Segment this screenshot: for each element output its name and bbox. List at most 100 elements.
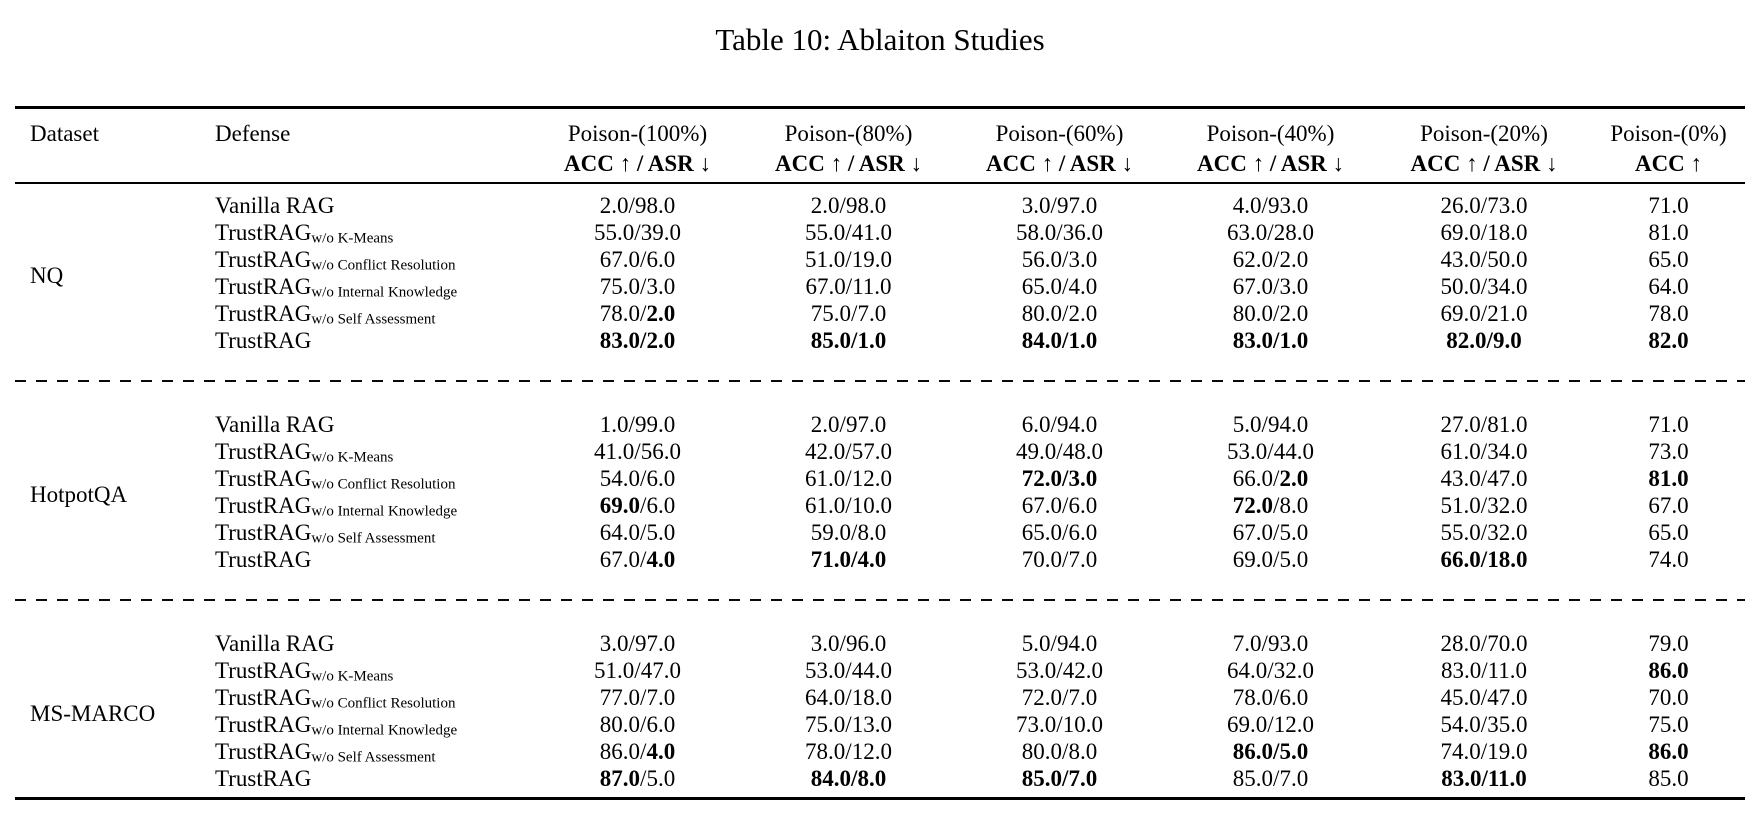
acc-value: 65.0 [1648, 246, 1689, 272]
asr-value: 6.0 [646, 465, 676, 491]
acc-value: 51.0 [1440, 492, 1481, 518]
acc-value: 26.0 [1440, 192, 1481, 218]
slash: / [640, 519, 647, 545]
asr-value: 4.0 [646, 738, 676, 764]
col-header-dataset-label: Dataset [30, 121, 99, 146]
metric-cell: 69.0/18.0 [1376, 219, 1592, 246]
acc-value: 64.0 [805, 684, 846, 710]
slash: / [839, 411, 846, 437]
asr-value: 6.0 [1279, 684, 1309, 710]
asr-value: 5.0 [1279, 546, 1309, 572]
defense-variant-subscript: w/o K-Means [311, 230, 394, 247]
metric-cell: 85.0/1.0 [743, 327, 954, 359]
acc-value: 67.0 [599, 546, 641, 572]
asr-value: 5.0 [646, 519, 676, 545]
acc-value: 80.0 [1021, 300, 1063, 326]
metric-cell: 75.0/7.0 [743, 300, 954, 327]
asr-value: 99.0 [634, 411, 676, 437]
metric-cell: 67.0/3.0 [1165, 273, 1376, 300]
acc-value: 4.0 [1232, 192, 1262, 218]
slash: / [1056, 657, 1063, 683]
defense-variant-subscript: w/o Internal Knowledge [311, 284, 458, 301]
asr-value: 7.0 [646, 684, 676, 710]
acc-value: 61.0 [805, 492, 846, 518]
metric-cell: 75.0/3.0 [532, 273, 743, 300]
acc-value: 62.0 [1232, 246, 1274, 272]
metric-legend: ACC ↑ / ASR ↓ [564, 151, 711, 176]
slash: / [1261, 411, 1268, 437]
metric-cell: 78.0/6.0 [1165, 684, 1376, 711]
defense-variant-subscript: w/o Self Assessment [311, 311, 436, 328]
asr-value: 21.0 [1487, 300, 1528, 326]
acc-value: 7.0 [1232, 630, 1262, 656]
poison-rate-label: Poison-(0%) [1610, 121, 1727, 146]
separator-cell [15, 359, 1745, 403]
col-header-poison-40: Poison-(40%) ACC ↑ / ASR ↓ [1165, 108, 1376, 183]
slash: / [1480, 492, 1488, 518]
asr-value: 3.0 [646, 273, 676, 299]
dataset-label: NQ [30, 262, 64, 288]
slash: / [1480, 273, 1488, 299]
metric-cell: 41.0/56.0 [532, 438, 743, 465]
slash: / [845, 492, 852, 518]
slash: / [839, 630, 846, 656]
slash: / [1273, 738, 1280, 764]
slash: / [640, 327, 647, 353]
asr-value: 2.0 [1279, 246, 1309, 272]
asr-value: 34.0 [1487, 273, 1528, 299]
acc-value: 86.0 [1648, 738, 1689, 764]
slash: / [1480, 192, 1488, 218]
metric-cell: 65.0 [1592, 246, 1745, 273]
slash: / [640, 684, 647, 710]
metric-cell: 69.0/21.0 [1376, 300, 1592, 327]
slash: / [1273, 273, 1280, 299]
metric-cell: 83.0/11.0 [1376, 765, 1592, 799]
acc-value: 45.0 [1440, 684, 1481, 710]
table-row: TrustRAG 67.0/4.0 71.0/4.0 70.0/7.0 69.0/5.0… [15, 546, 1745, 578]
acc-value: 74.0 [1440, 738, 1481, 764]
metric-cell: 2.0/97.0 [743, 403, 954, 438]
asr-value: 44.0 [851, 657, 892, 683]
table-row: MS-MARCO Vanilla RAG 3.0/97.0 3.0/96.0 5.0/9… [15, 622, 1745, 726]
metric-cell: 45.0/47.0 [1376, 684, 1592, 711]
acc-value: 78.0 [805, 738, 846, 764]
acc-value: 54.0 [599, 465, 641, 491]
acc-value: 80.0 [1232, 300, 1274, 326]
asr-value: 2.0 [1068, 300, 1098, 326]
acc-value: 65.0 [1648, 519, 1689, 545]
slash: / [628, 192, 635, 218]
metric-cell: 43.0/47.0 [1376, 465, 1592, 492]
metric-cell: 69.0/5.0 [1165, 546, 1376, 578]
metric-cell: 69.0/6.0 [532, 492, 743, 519]
slash: / [628, 411, 635, 437]
metric-cell: 77.0/7.0 [532, 684, 743, 711]
asr-value: 7.0 [1279, 765, 1309, 791]
slash: / [640, 246, 647, 272]
metric-cell: 62.0/2.0 [1165, 246, 1376, 273]
asr-value: 12.0 [851, 465, 892, 491]
slash: / [1273, 519, 1280, 545]
asr-value: 2.0 [646, 327, 676, 353]
acc-value: 6.0 [1021, 411, 1051, 437]
asr-value: 41.0 [851, 219, 892, 245]
acc-value: 69.0 [599, 492, 641, 518]
asr-value: 39.0 [640, 219, 681, 245]
slash: / [1480, 219, 1488, 245]
slash: / [1273, 546, 1280, 572]
acc-value: 81.0 [1648, 219, 1689, 245]
asr-value: 12.0 [1273, 711, 1314, 737]
acc-value: 83.0 [1440, 657, 1482, 683]
acc-value: 73.0 [1016, 711, 1057, 737]
metric-cell: 81.0 [1592, 219, 1745, 246]
asr-value: 94.0 [1056, 630, 1098, 656]
acc-value: 75.0 [599, 273, 641, 299]
slash: / [634, 219, 641, 245]
acc-value: 70.0 [1021, 546, 1063, 572]
slash: / [1480, 465, 1488, 491]
slash: / [851, 327, 858, 353]
metric-cell: 86.0 [1592, 738, 1745, 765]
asr-value: 4.0 [857, 546, 887, 572]
acc-value: 78.0 [599, 300, 641, 326]
slash: / [845, 711, 852, 737]
table-row: TrustRAGw/o Self Assessment 64.0/5.0 59.0/… [15, 519, 1745, 546]
